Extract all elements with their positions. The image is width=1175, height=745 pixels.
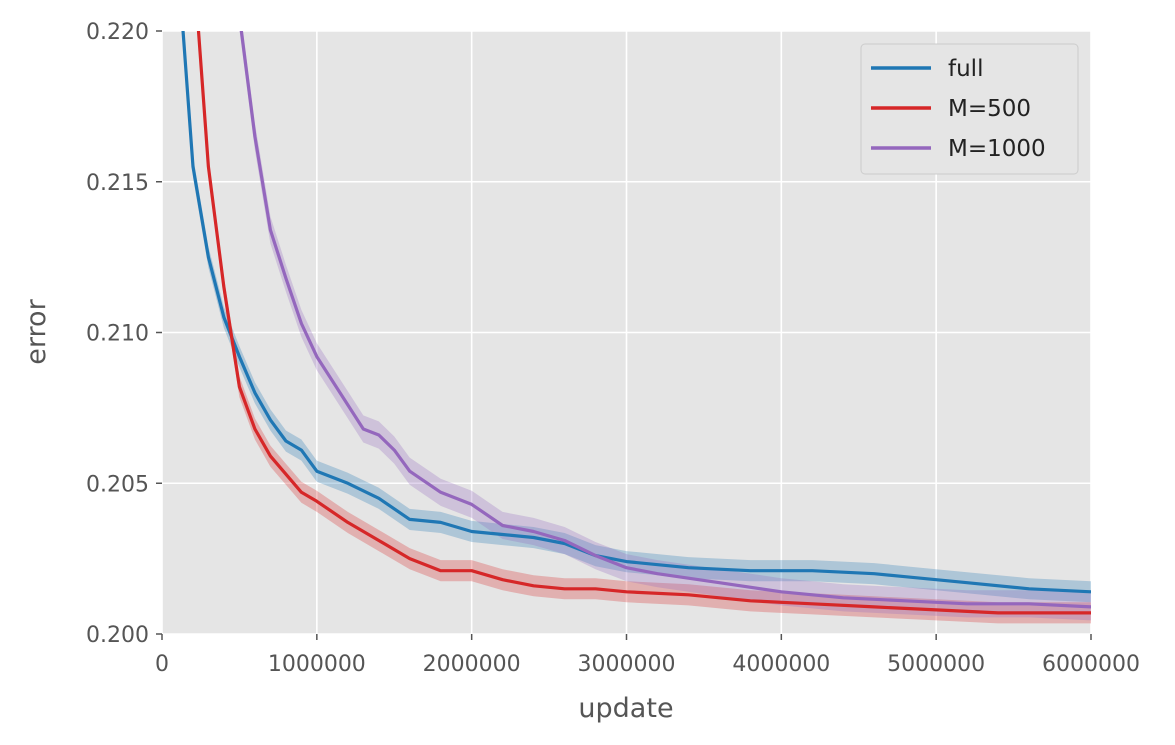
legend-label-m1000: M=1000 bbox=[948, 136, 1046, 162]
y-tick-label: 0.210 bbox=[86, 322, 149, 347]
x-tick-label: 0 bbox=[155, 652, 169, 677]
x-tick-label: 3000000 bbox=[578, 652, 676, 677]
y-tick-label: 0.220 bbox=[86, 20, 149, 45]
legend-box bbox=[860, 43, 1079, 175]
axis-ticks: 0 1000000 2000000 3000000 4000000 5000000 6000… bbox=[86, 20, 1140, 677]
legend: full M=500 M=1000 bbox=[860, 43, 1079, 175]
x-tick-label: 4000000 bbox=[732, 652, 830, 677]
series-line-m1000 bbox=[239, 31, 1091, 609]
x-tick-label: 2000000 bbox=[423, 652, 521, 677]
y-tick-label: 0.200 bbox=[86, 623, 149, 648]
x-tick-label: 6000000 bbox=[1042, 652, 1140, 677]
legend-label-full: full bbox=[948, 56, 983, 82]
series-layer bbox=[181, 31, 1091, 624]
y-tick-label: 0.215 bbox=[86, 171, 149, 196]
y-axis-title: error bbox=[21, 298, 52, 364]
x-axis-title: update bbox=[578, 693, 673, 724]
y-tick-label: 0.205 bbox=[86, 472, 149, 497]
series-line-full bbox=[181, 31, 1091, 594]
x-tick-label: 5000000 bbox=[887, 652, 985, 677]
series-line-m500 bbox=[196, 31, 1091, 615]
x-tick-label: 1000000 bbox=[268, 652, 366, 677]
legend-label-m500: M=500 bbox=[948, 96, 1031, 122]
